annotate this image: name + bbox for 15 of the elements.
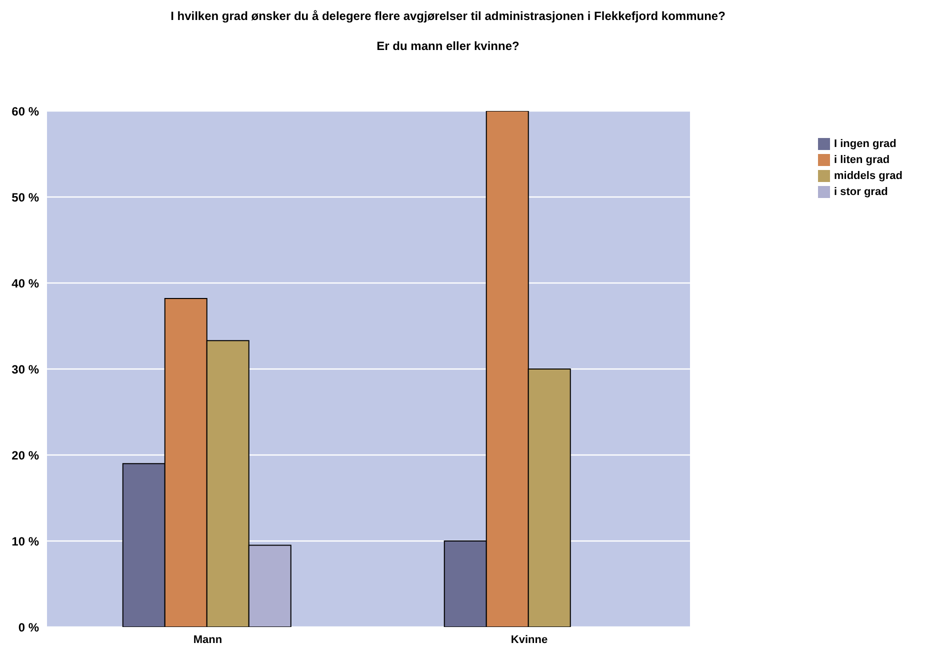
x-tick-label: Kvinne (510, 634, 548, 646)
y-tick-label: 0 % (18, 620, 40, 634)
y-tick-label: 60 % (12, 104, 40, 118)
y-tick-label: 50 % (12, 190, 40, 204)
legend-label: middels grad (834, 170, 902, 182)
y-tick-label: 20 % (12, 448, 40, 462)
x-tick-label: Mann (193, 634, 222, 646)
legend-label: i liten grad (834, 154, 890, 166)
chart-title: I hvilken grad ønsker du å delegere flere avgjørelser til administrasjonen i Flekkefjord kommune? (170, 8, 726, 24)
legend-label: I ingen grad (834, 138, 896, 150)
legend-label: i stor grad (834, 186, 888, 198)
y-tick-label: 30 % (12, 362, 40, 376)
y-tick-label: 10 % (12, 534, 40, 548)
y-tick-label: 40 % (12, 276, 40, 290)
chart-subtitle: Er du mann eller kvinne? (376, 38, 520, 54)
